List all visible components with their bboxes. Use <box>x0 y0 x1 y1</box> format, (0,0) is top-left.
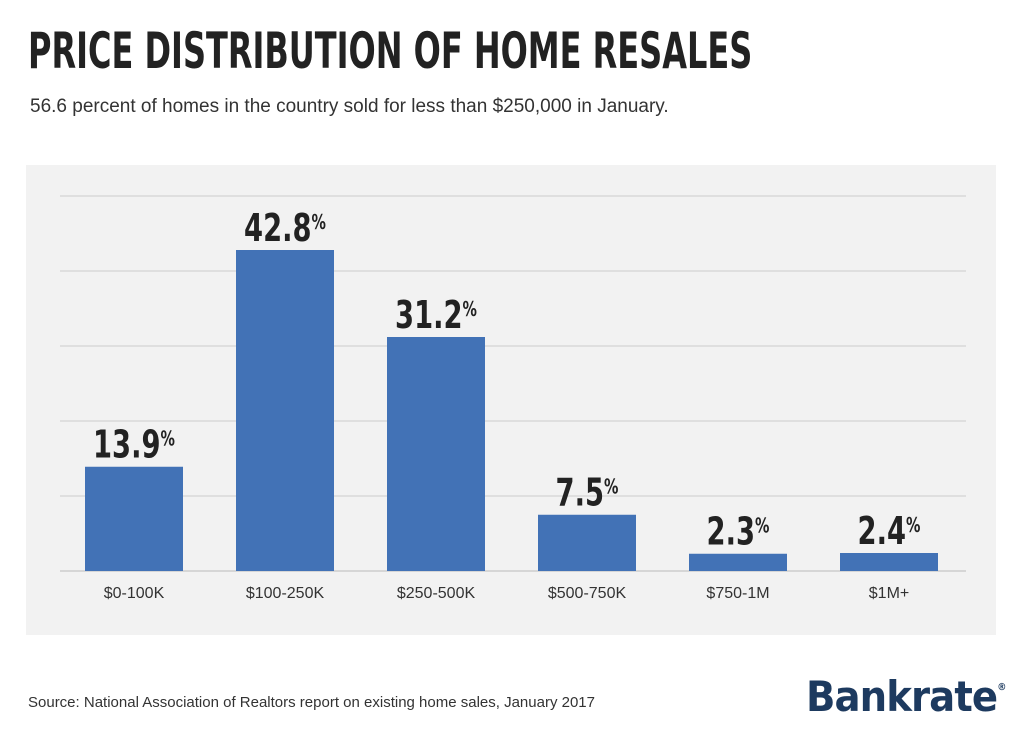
chart-subtitle: 56.6 percent of homes in the country sol… <box>30 96 669 117</box>
data-label: 13.9% <box>93 422 175 467</box>
data-label-percent: % <box>906 515 920 538</box>
data-label-value: 31.2 <box>395 292 463 337</box>
x-tick-label: $0-100K <box>104 585 165 602</box>
x-tick-label: $500-750K <box>548 585 627 602</box>
bar <box>85 466 183 571</box>
data-label-value: 13.9 <box>93 422 161 467</box>
data-label-percent: % <box>463 299 477 322</box>
bar <box>236 250 334 571</box>
data-label-value: 2.3 <box>707 509 755 554</box>
chart-title: PRICE DISTRIBUTION OF HOME RESALES <box>28 22 753 80</box>
bar <box>689 553 787 571</box>
x-tick-label: $100-250K <box>246 585 325 602</box>
x-tick-label: $750-1M <box>706 585 769 602</box>
data-label: 42.8% <box>244 205 326 250</box>
logo-text: Bankrate <box>806 672 998 721</box>
source-note: Source: National Association of Realtors… <box>28 694 595 711</box>
data-label: 2.3% <box>707 509 770 554</box>
data-label-value: 2.4 <box>858 508 906 553</box>
chart-panel: 13.9% $0-100K 42.8% $100-250K 31.2% $250-500K… <box>26 165 996 635</box>
data-label-percent: % <box>604 477 618 500</box>
bar-chart: 13.9% $0-100K 42.8% $100-250K 31.2% $250-500K… <box>60 195 966 602</box>
bankrate-logo: Bankrate® <box>806 672 1006 721</box>
x-tick-label: $1M+ <box>869 585 909 602</box>
data-label: 7.5% <box>556 470 619 515</box>
bar <box>387 337 485 571</box>
data-label-value: 7.5 <box>556 470 604 515</box>
registered-mark: ® <box>997 682 1006 693</box>
data-label: 31.2% <box>395 292 477 337</box>
data-label-value: 42.8 <box>244 205 312 250</box>
data-label-percent: % <box>312 212 326 235</box>
x-tick-label: $250-500K <box>397 585 476 602</box>
data-label-percent: % <box>755 516 769 539</box>
data-label: 2.4% <box>858 508 921 553</box>
bar <box>840 553 938 571</box>
bar <box>538 514 636 571</box>
data-label-percent: % <box>161 429 175 452</box>
